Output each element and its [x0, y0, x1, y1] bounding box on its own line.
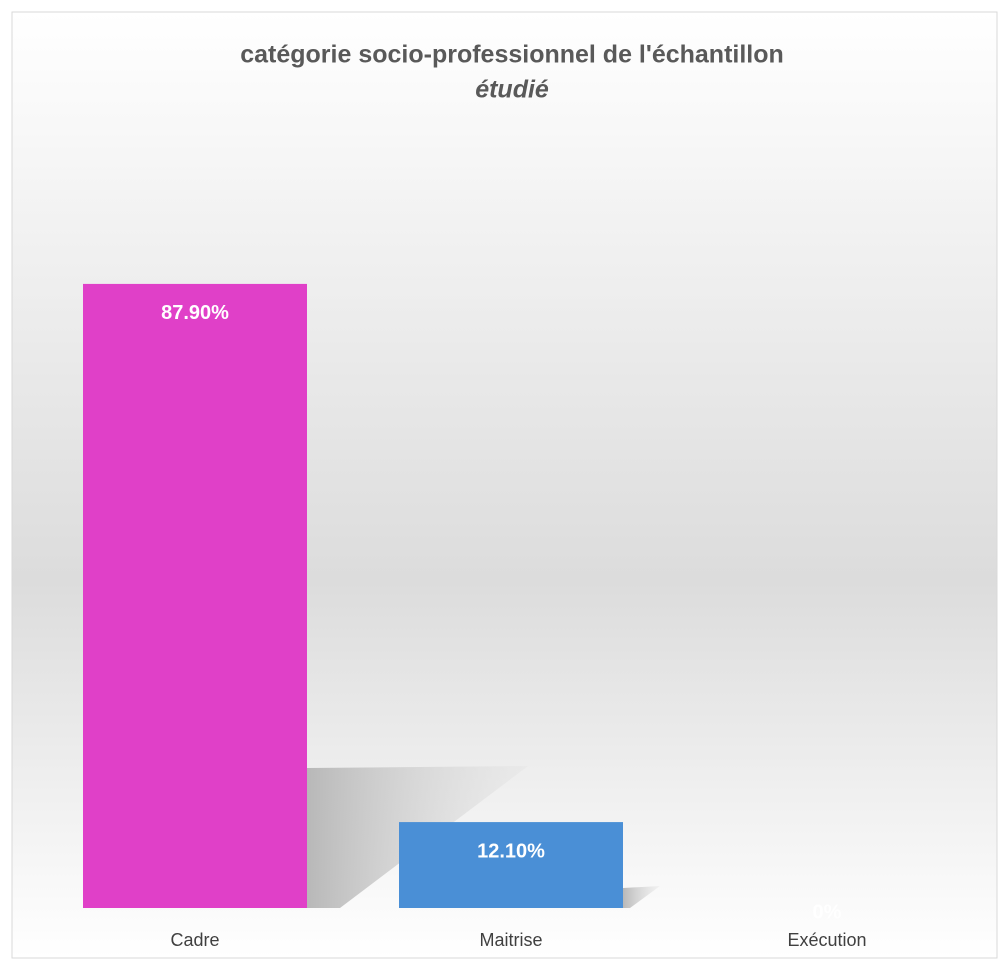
chart-title: catégorie socio-professionnel de l'échan…: [240, 41, 784, 69]
bar-shadow: [623, 886, 660, 908]
x-tick-label: Cadre: [170, 930, 219, 950]
bar: [399, 822, 623, 908]
x-tick-label: Maitrise: [479, 930, 542, 950]
data-label: 12.10%: [477, 840, 545, 862]
chart-subtitle: étudié: [475, 76, 549, 104]
data-label: 87.90%: [161, 302, 229, 324]
x-tick-label: Exécution: [787, 930, 866, 950]
data-label: 0%: [813, 901, 842, 923]
bar: [83, 283, 307, 908]
